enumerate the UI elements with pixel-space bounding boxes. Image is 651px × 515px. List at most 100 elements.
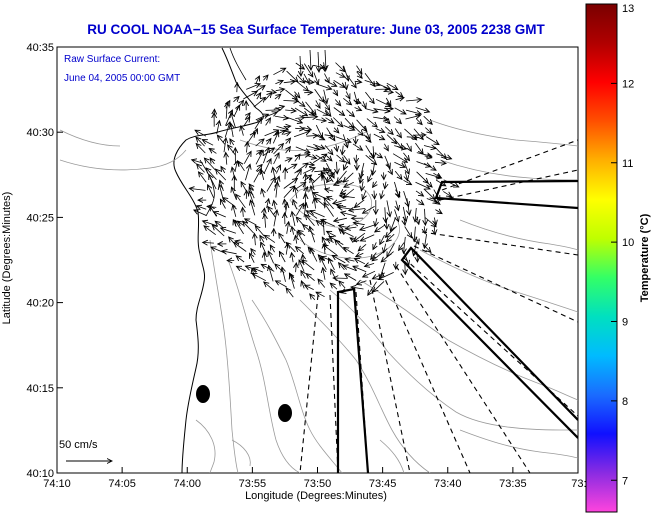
- current-vector: [268, 251, 274, 264]
- current-vector: [310, 294, 315, 301]
- current-vector: [275, 81, 283, 84]
- current-vector: [305, 285, 314, 289]
- current-vector: [373, 281, 385, 292]
- current-vector: [235, 220, 244, 235]
- current-vector: [405, 171, 407, 181]
- current-vector: [305, 215, 315, 227]
- current-vector: [323, 245, 337, 256]
- current-vector: [406, 137, 418, 138]
- current-vector: [286, 288, 294, 298]
- current-vector: [414, 242, 417, 256]
- current-vector: [265, 112, 277, 118]
- current-vector: [315, 134, 325, 140]
- current-vector: [374, 152, 383, 158]
- current-vector: [346, 109, 355, 117]
- current-vector: [343, 155, 350, 164]
- colorbar-tick-label: 7: [622, 475, 628, 487]
- current-vector: [293, 200, 297, 210]
- current-vector: [415, 107, 430, 112]
- station-marker-2: [278, 404, 292, 422]
- colorbar-label: Temperature (°C): [639, 213, 651, 302]
- current-vector: [324, 135, 334, 136]
- current-vector: [343, 172, 354, 182]
- current-vector: [310, 211, 325, 218]
- current-vector: [255, 151, 263, 165]
- current-vector: [353, 223, 365, 225]
- current-vector: [356, 154, 357, 163]
- current-vector: [405, 260, 406, 274]
- current-vector: [257, 93, 261, 100]
- x-tick-label: 73:45: [369, 478, 397, 490]
- current-vector: [406, 142, 412, 151]
- current-vector: [373, 133, 385, 140]
- current-vector: [301, 271, 306, 279]
- y-tick-label: 40:30: [26, 127, 54, 139]
- current-vector: [286, 242, 296, 253]
- coastline-north: [229, 47, 247, 81]
- current-vector: [385, 181, 386, 189]
- current-vector: [322, 100, 329, 110]
- current-vector: [306, 146, 320, 150]
- current-vector: [394, 209, 399, 222]
- current-vector: [364, 72, 375, 86]
- current-vector: [222, 251, 237, 254]
- current-vector: [230, 139, 234, 146]
- current-vector: [269, 266, 274, 282]
- current-vector: [296, 247, 304, 255]
- current-vector: [199, 172, 207, 183]
- current-vector: [391, 217, 396, 231]
- current-vector: [282, 267, 286, 282]
- current-vector: [295, 117, 304, 118]
- current-vector: [373, 181, 377, 187]
- current-vector: [433, 200, 440, 204]
- current-vector: [324, 145, 333, 154]
- colorbar-tick-label: 9: [622, 317, 628, 329]
- current-vector: [306, 155, 317, 158]
- current-vector: [424, 156, 432, 158]
- current-vector: [404, 226, 412, 238]
- current-vector: [210, 158, 214, 165]
- current-vector: [339, 281, 346, 289]
- current-vector: [378, 272, 394, 279]
- y-tick-label: 40:25: [26, 212, 54, 224]
- current-vector: [318, 279, 326, 288]
- current-vector: [336, 154, 345, 162]
- station-marker-1: [196, 385, 210, 403]
- current-vector: [353, 266, 367, 273]
- current-vector: [365, 263, 375, 266]
- current-vector: [374, 190, 375, 199]
- current-vector: [325, 117, 334, 123]
- current-vector: [294, 107, 308, 116]
- current-vector: [383, 91, 393, 92]
- current-vector: [283, 179, 298, 189]
- current-vector: [363, 101, 366, 108]
- current-vector: [329, 258, 335, 271]
- current-vector: [316, 119, 326, 121]
- current-vector: [343, 65, 349, 81]
- current-vector: [255, 226, 265, 237]
- current-vector: [286, 138, 291, 145]
- current-vector: [236, 256, 245, 263]
- current-vector: [351, 287, 364, 289]
- current-vector: [335, 62, 345, 72]
- current-vector: [236, 194, 246, 209]
- current-vector: [312, 154, 327, 163]
- current-vector: [334, 89, 338, 96]
- current-vector: [250, 253, 255, 263]
- current-vector: [304, 117, 318, 118]
- current-vector: [255, 139, 264, 147]
- current-vector: [443, 179, 459, 187]
- current-vector: [263, 148, 268, 164]
- current-vector: [386, 134, 397, 144]
- current-vector: [334, 128, 339, 133]
- current-vector: [303, 168, 315, 174]
- current-vector: [263, 75, 268, 81]
- y-axis-label: Latitude (Degrees:Minutes): [1, 192, 13, 325]
- current-vector: [435, 179, 446, 186]
- current-vector: [353, 101, 361, 104]
- current-vector: [313, 144, 324, 148]
- current-vector: [264, 253, 265, 262]
- current-vector: [272, 132, 278, 144]
- current-vector: [295, 170, 301, 180]
